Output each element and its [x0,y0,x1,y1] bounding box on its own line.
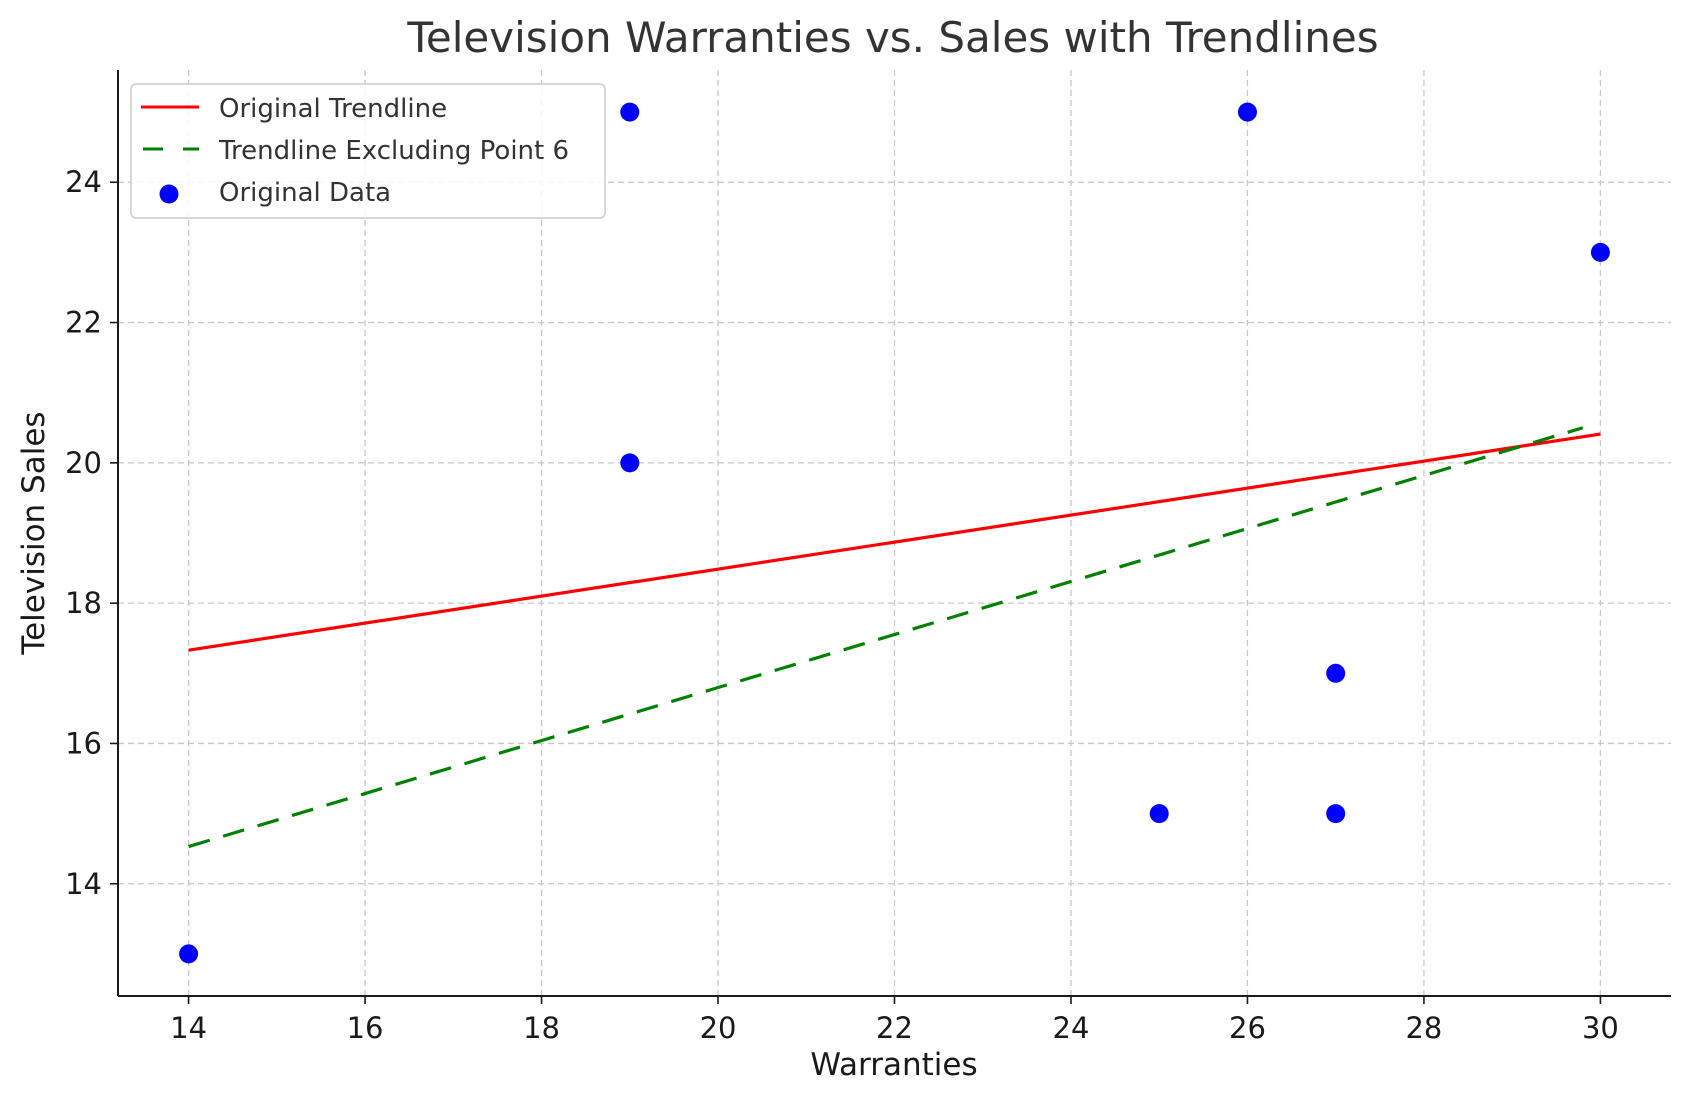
ticks-layer: 14 16 18 20 22 24 26 28 30 14 16 18 20 22 24 [65,165,1619,1045]
x-tick-label: 16 [347,1011,384,1045]
data-point [1237,102,1257,122]
legend-swatch-original-data [159,184,179,204]
trendline-excluding-point-line [188,426,1584,849]
data-point [1149,804,1169,824]
y-tick-label: 20 [65,446,102,480]
x-tick-label: 24 [1053,1011,1090,1045]
data-point [620,453,640,473]
data-point [1326,663,1346,683]
x-axis-label: Warranties [810,1047,977,1083]
y-tick-label: 18 [65,586,102,620]
legend-label-trendline-excluding-point: Trendline Excluding Point 6 [218,136,569,166]
x-tick-label: 14 [170,1011,207,1045]
y-tick-label: 22 [65,306,102,340]
y-axis-label: Television Sales [16,411,52,655]
x-tick-label: 26 [1229,1011,1266,1045]
y-tick-label: 16 [65,726,102,760]
y-tick-label: 24 [65,165,102,199]
data-point [1590,242,1610,262]
data-point [1326,804,1346,824]
x-tick-label: 22 [876,1011,913,1045]
data-point [179,944,199,964]
series-layer [179,102,1610,964]
x-tick-label: 18 [523,1011,560,1045]
x-tick-label: 20 [700,1011,737,1045]
x-tick-label: 28 [1405,1011,1442,1045]
y-tick-label: 14 [65,867,102,901]
data-point [620,102,640,122]
chart-title: Television Warranties vs. Sales with Tre… [406,13,1378,62]
legend: Original Trendline Trendline Excluding P… [130,83,606,219]
x-tick-label: 30 [1582,1011,1619,1045]
legend-label-original-trendline: Original Trendline [219,94,447,124]
legend-label-original-data: Original Data [219,178,391,208]
original-trendline-line [188,432,1601,652]
legend-frame [130,83,606,219]
